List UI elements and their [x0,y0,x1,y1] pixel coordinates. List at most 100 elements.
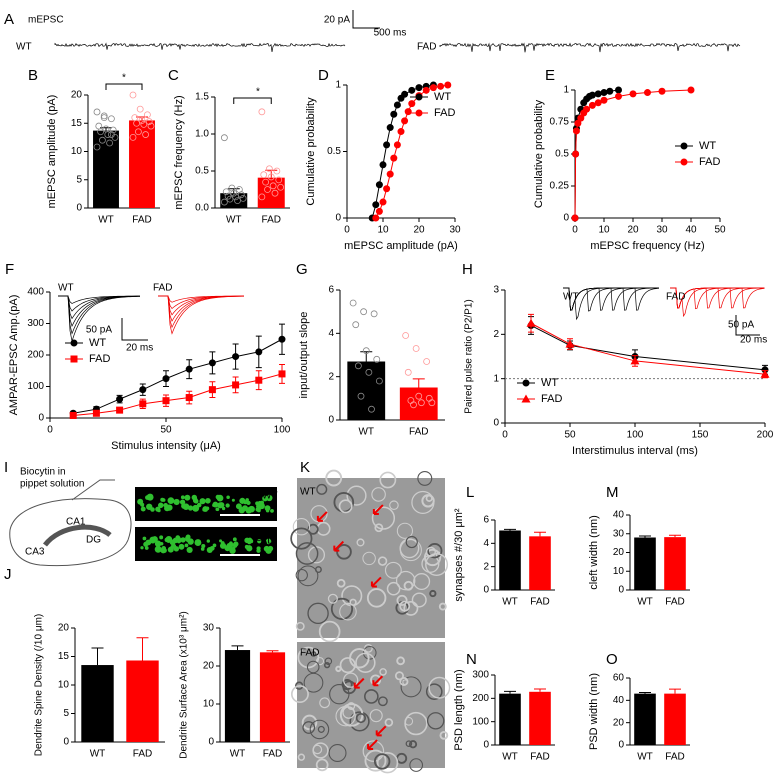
data-point [232,353,240,361]
data-point [108,115,115,123]
x-tick-label: WT [358,427,374,438]
error-bar [639,535,651,538]
data-point [410,401,417,409]
data-point [185,365,193,373]
data-point [401,90,409,98]
data-point [140,120,148,128]
texture [339,657,356,674]
data-point [370,310,378,318]
spine [202,508,206,512]
y-tick-label: 200 [472,693,489,704]
x-axis-label: Stimulus intensity (μA) [111,440,221,452]
x-tick-label: 30 [449,225,461,236]
data-point [142,131,150,138]
spine [142,536,147,541]
texture [362,551,376,566]
error-bar [136,637,149,661]
x-tick-label: FAD [665,597,684,608]
y-tick-label: 100 [27,381,44,392]
error-bar [360,351,373,362]
data-point [402,332,410,339]
texture [317,725,325,733]
panel-label: I [4,459,8,476]
data-point [226,195,234,203]
data-point [437,82,445,90]
annotation: 20 pA [324,15,350,26]
data-point [375,181,383,189]
texture [384,561,402,579]
arrow [333,540,345,552]
annotation: FAD [666,292,685,303]
y-tick-label: 40 [613,510,625,521]
legend-label: FAD [434,107,455,119]
error-bar [100,127,112,131]
panel-label: K [300,459,310,476]
data-point [239,194,247,202]
texture [318,620,341,643]
data-point [428,399,436,407]
y-tick-label: 6 [483,515,489,526]
bar [93,130,119,208]
texture [394,671,404,681]
data-point [383,185,391,193]
data-point [255,348,263,356]
data-point [415,392,423,400]
texture [316,483,328,495]
spine [144,546,149,550]
data-point [574,119,582,127]
spine [216,507,220,511]
spine [186,546,193,554]
data-point [354,362,362,370]
spine [255,507,260,512]
texture [362,645,377,660]
arrow [372,504,384,516]
x-tick-label: WT [502,597,518,608]
spine [154,545,162,553]
data-point [630,356,640,365]
scale-bar [735,315,760,336]
y-tick-label: 20 [613,717,625,728]
spine [218,502,225,508]
spine [184,494,191,501]
x-tick-label: FAD [263,749,282,760]
spine [140,506,146,512]
texture [307,523,319,535]
texture [327,593,338,604]
y-tick-label: 2 [493,329,499,340]
significance-bracket [105,83,143,90]
x-tick-label: WT [226,215,242,226]
spine [270,509,274,513]
legend-label: WT [699,140,716,152]
texture [374,523,384,533]
spine [160,497,165,502]
texture [295,568,308,582]
data-point [372,214,380,222]
annotation: * [256,87,260,98]
x-tick-label: FAD [133,749,152,760]
panel-label: A [4,11,14,28]
spine [212,543,217,548]
y-tick-label: 10 [203,699,215,710]
data-point [143,111,151,119]
data-point [571,214,579,222]
x-tick-label: 0 [502,430,508,441]
texture [301,714,318,731]
panel-label: M [606,484,619,501]
y-axis-label: Dendrite Surface Area (x10³ μm²) [179,611,190,758]
panel-label: O [606,651,618,668]
texture [297,565,319,587]
data-point [95,122,103,130]
y-axis-label: AMPAR-EPSC Amp.(pA) [8,295,20,416]
y-tick-label: 0 [208,737,214,748]
spine [258,502,265,510]
data-point [265,165,273,173]
x-tick-label: 100 [627,430,644,441]
data-point [106,139,113,147]
spine [174,499,179,505]
data-point [278,370,286,378]
data-point [275,176,283,184]
bar [224,650,251,742]
x-tick-label: WT [637,752,653,763]
data-point [404,108,412,116]
x-tick-label: FAD [530,752,549,763]
